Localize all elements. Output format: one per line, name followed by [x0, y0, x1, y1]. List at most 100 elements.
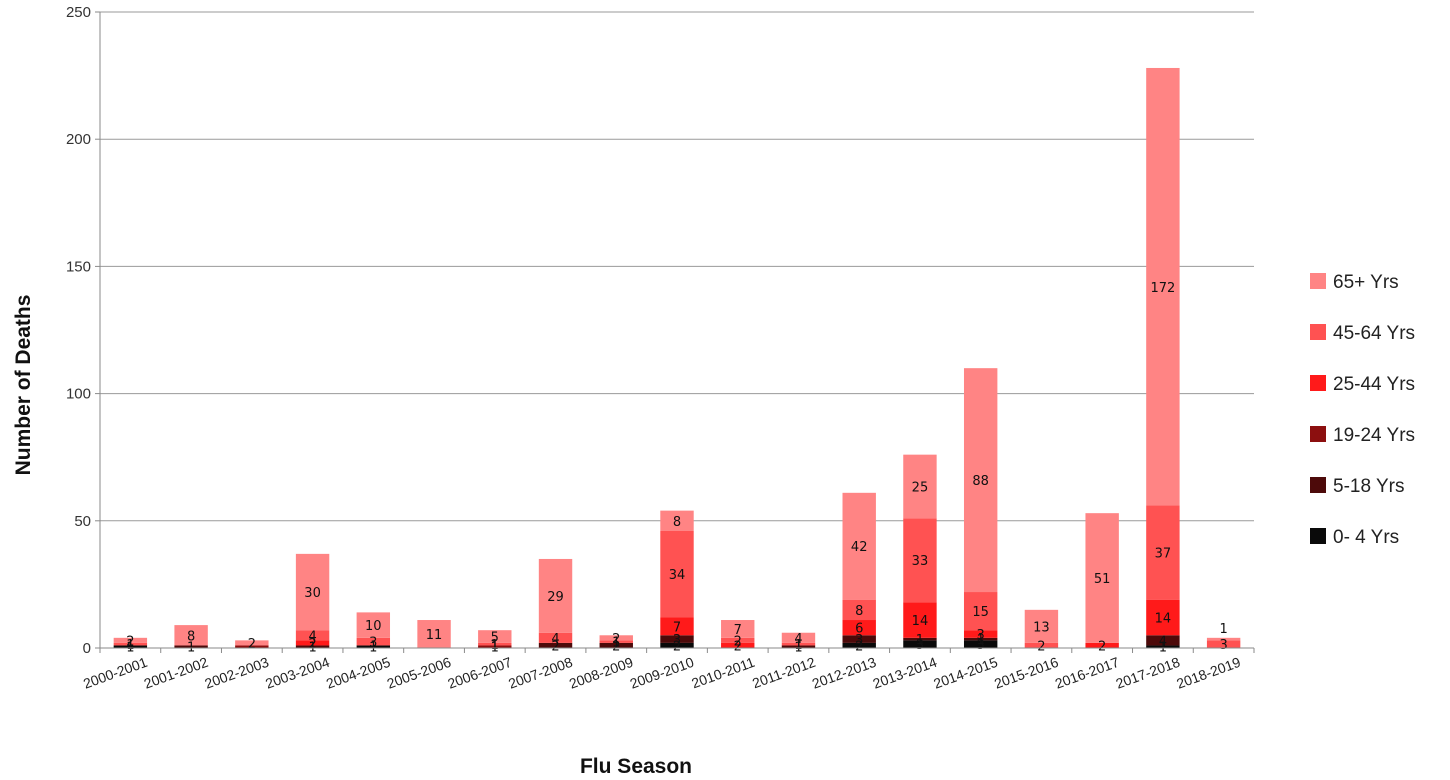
data-label: 2	[612, 632, 620, 647]
data-label: 11	[426, 628, 443, 643]
data-label: 2	[1037, 639, 1045, 654]
data-label: 1	[1219, 622, 1227, 637]
data-label: 4	[1159, 634, 1167, 649]
bar-segment	[842, 620, 876, 636]
y-tick-label: 150	[66, 258, 91, 275]
x-tick-label: 2001-2002	[142, 654, 211, 692]
bar-segment	[1206, 640, 1241, 648]
data-label: 4	[551, 632, 559, 647]
data-label: 3	[369, 636, 377, 651]
x-tick-label: 2000-2001	[81, 654, 150, 692]
bar-segment	[599, 640, 633, 643]
x-tick-label: 2010-2011	[689, 654, 757, 692]
x-tick-label: 2016-2017	[1053, 654, 1122, 692]
data-label: 172	[1150, 281, 1175, 296]
bar-segment	[174, 625, 208, 646]
bar-segment	[478, 630, 512, 643]
data-label: 2	[673, 639, 681, 654]
legend-label: 5-18 Yrs	[1333, 476, 1404, 497]
legend-label: 0- 4 Yrs	[1333, 527, 1399, 548]
x-tick-label: 2014-2015	[931, 654, 1000, 692]
bar-segment	[295, 553, 330, 631]
bar-segment	[963, 592, 998, 631]
data-label: 3	[977, 628, 985, 643]
bar-segment	[842, 599, 876, 621]
bar-segment	[599, 642, 633, 648]
data-label: 13	[1033, 620, 1050, 635]
bar-segment	[478, 645, 512, 648]
y-tick-label: 50	[74, 513, 91, 530]
legend: 65+ Yrs 45-64 Yrs 25-44 Yrs 19-24 Yrs 5-18 Y…	[1310, 272, 1415, 548]
bar-segment	[660, 530, 694, 618]
data-label: 14	[912, 614, 929, 629]
data-label: 1	[977, 633, 985, 648]
bar-segment	[295, 630, 330, 641]
bar-segment	[903, 637, 937, 641]
bar-segment	[113, 645, 148, 648]
data-label: 2	[551, 639, 559, 654]
bar-segment	[538, 642, 573, 648]
data-label: 2	[1098, 639, 1106, 654]
data-label: 88	[972, 474, 989, 489]
data-label: 1	[491, 638, 499, 653]
legend-label: 19-24 Yrs	[1333, 425, 1415, 446]
legend-swatch	[1310, 426, 1326, 442]
data-label: 3	[1219, 638, 1227, 653]
bar-segment	[1024, 609, 1059, 643]
bar-segment	[721, 637, 755, 643]
bar-segment	[963, 637, 998, 641]
data-label: 2	[248, 637, 256, 652]
bar-segment	[781, 642, 816, 646]
bar-segment	[660, 635, 694, 643]
data-label: 25	[912, 480, 929, 495]
bar-segment	[842, 642, 876, 648]
data-label: 2	[855, 639, 863, 654]
data-label: 3	[855, 633, 863, 648]
legend-label: 45-64 Yrs	[1333, 323, 1415, 344]
data-label: 2	[734, 634, 742, 649]
x-tick-label: 2018-2019	[1174, 654, 1243, 692]
data-label: 33	[912, 554, 929, 569]
bar-segment	[903, 602, 937, 638]
data-label: 6	[855, 622, 863, 637]
data-label: 51	[1094, 572, 1111, 587]
y-tick-label: 250	[66, 4, 91, 21]
x-tick-label: 2017-2018	[1114, 654, 1183, 692]
bar-segment	[781, 645, 816, 648]
bar-segment	[903, 518, 937, 603]
y-tick-label: 100	[66, 386, 91, 403]
x-tick-label: 2011-2012	[750, 654, 818, 692]
x-tick-label: 2003-2004	[263, 654, 332, 692]
y-tick-label: 200	[66, 131, 91, 148]
legend-swatch	[1310, 528, 1326, 544]
data-label: 1	[612, 636, 620, 651]
bar-segment	[660, 642, 694, 648]
x-tick-label: 2012-2013	[810, 654, 879, 692]
bar-segment	[842, 492, 876, 600]
data-label: 4	[794, 632, 802, 647]
x-tick-label: 2005-2006	[385, 654, 454, 692]
data-label: 10	[365, 619, 382, 634]
bar-segment	[1146, 67, 1180, 506]
data-label: 7	[673, 620, 681, 635]
y-tick-label: 0	[83, 640, 91, 657]
data-label: 3	[916, 638, 924, 653]
x-tick-label: 2007-2008	[506, 654, 575, 692]
data-label: 3	[673, 633, 681, 648]
legend-swatch	[1310, 324, 1326, 340]
data-label: 8	[187, 629, 195, 644]
bar-segment	[235, 640, 269, 646]
bar-segment	[113, 642, 148, 646]
bar-segment	[538, 632, 573, 643]
data-label: 14	[1155, 611, 1172, 626]
data-label: 2	[734, 639, 742, 654]
data-label: 30	[304, 586, 321, 601]
data-label: 42	[851, 540, 868, 555]
bar-segment	[1085, 642, 1119, 648]
bar-segment	[478, 642, 512, 646]
bar-segment	[356, 645, 391, 648]
bar-segment	[1024, 642, 1059, 648]
bar-segment	[1146, 599, 1180, 636]
